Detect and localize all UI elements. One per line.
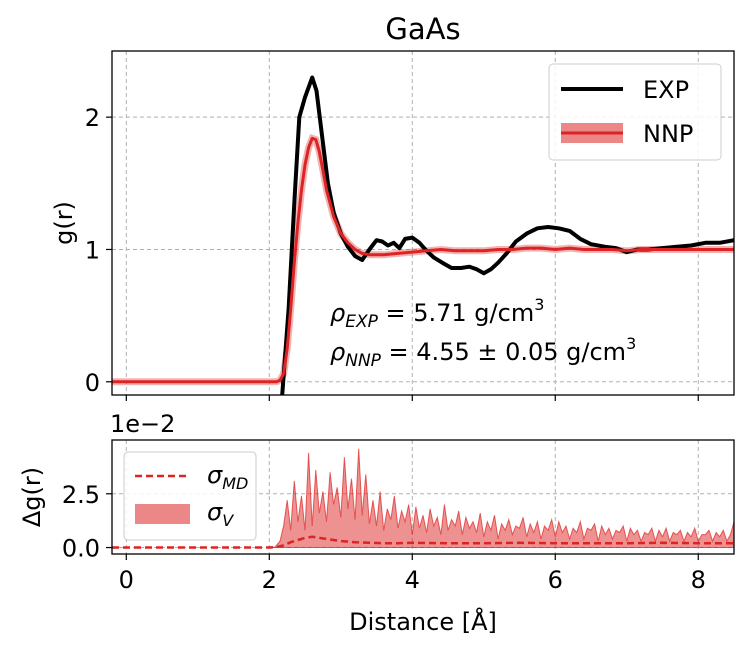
bottom-ticks: 0 2 4 6 8 0.0 2.5 (62, 481, 706, 594)
bottom-series (112, 448, 734, 549)
series-sigma-v-area (269, 448, 734, 548)
series-sigma-md-line (112, 535, 734, 549)
density-nnp-superscript: 3 (626, 334, 636, 353)
density-exp-symbol: ρ (330, 299, 345, 327)
top-series (112, 75, 734, 395)
top-ytick-label-2: 2 (85, 104, 100, 132)
series-nnp-line (112, 136, 734, 384)
bottom-legend-box (123, 451, 257, 541)
x-axis-label: Distance [Å] (349, 607, 497, 636)
bottom-xtick-label-1: 2 (262, 566, 277, 594)
legend-sigma-v-swatch (135, 504, 190, 524)
top-axes-frame (111, 50, 735, 396)
top-ticks: 0 1 2 (85, 104, 699, 401)
legend-sigma-v-symbol: σ (207, 498, 223, 526)
density-nnp-subscript: NNP (345, 351, 381, 371)
bottom-legend: σMD σV (123, 451, 257, 541)
legend-sigma-v-label: σV (207, 498, 234, 530)
legend-sigma-md-symbol: σ (207, 461, 223, 489)
density-exp-value: = 5.71 g/cm (378, 299, 534, 327)
bottom-xtick-label-4: 8 (691, 566, 706, 594)
density-nnp-annotation: ρNNP = 4.55 ± 0.05 g/cm3 (330, 334, 636, 371)
legend-sigma-v-subscript: V (222, 511, 234, 530)
top-legend-box (548, 63, 722, 161)
density-exp-superscript: 3 (534, 295, 544, 314)
density-nnp-symbol: ρ (330, 338, 345, 366)
density-exp-subscript: EXP (345, 312, 378, 332)
bottom-offset-label: 1e−2 (110, 410, 175, 438)
chart-title: GaAs (385, 12, 460, 46)
top-legend: EXP NNP (548, 63, 722, 161)
legend-sigma-md-label: σMD (207, 461, 248, 493)
bottom-axes-frame (111, 439, 735, 555)
density-exp-annotation: ρEXP = 5.71 g/cm3 (330, 295, 544, 332)
top-y-axis-label: g(r) (50, 201, 78, 245)
legend-nnp-label: NNP (643, 120, 693, 148)
top-ytick-label-0: 0 (85, 369, 100, 397)
bottom-xtick-label-0: 0 (119, 566, 134, 594)
bottom-ytick-label-1: 2.5 (62, 481, 100, 509)
legend-exp-label: EXP (643, 76, 689, 104)
legend-sigma-md-subscript: MD (222, 474, 248, 493)
bottom-xtick-label-3: 6 (548, 566, 563, 594)
density-nnp-value: = 4.55 ± 0.05 g/cm (381, 338, 626, 366)
bottom-xtick-label-2: 4 (405, 566, 420, 594)
bottom-y-axis-label: Δg(r) (18, 467, 46, 527)
top-ytick-label-1: 1 (85, 236, 100, 264)
bottom-ytick-label-0: 0.0 (62, 535, 100, 563)
